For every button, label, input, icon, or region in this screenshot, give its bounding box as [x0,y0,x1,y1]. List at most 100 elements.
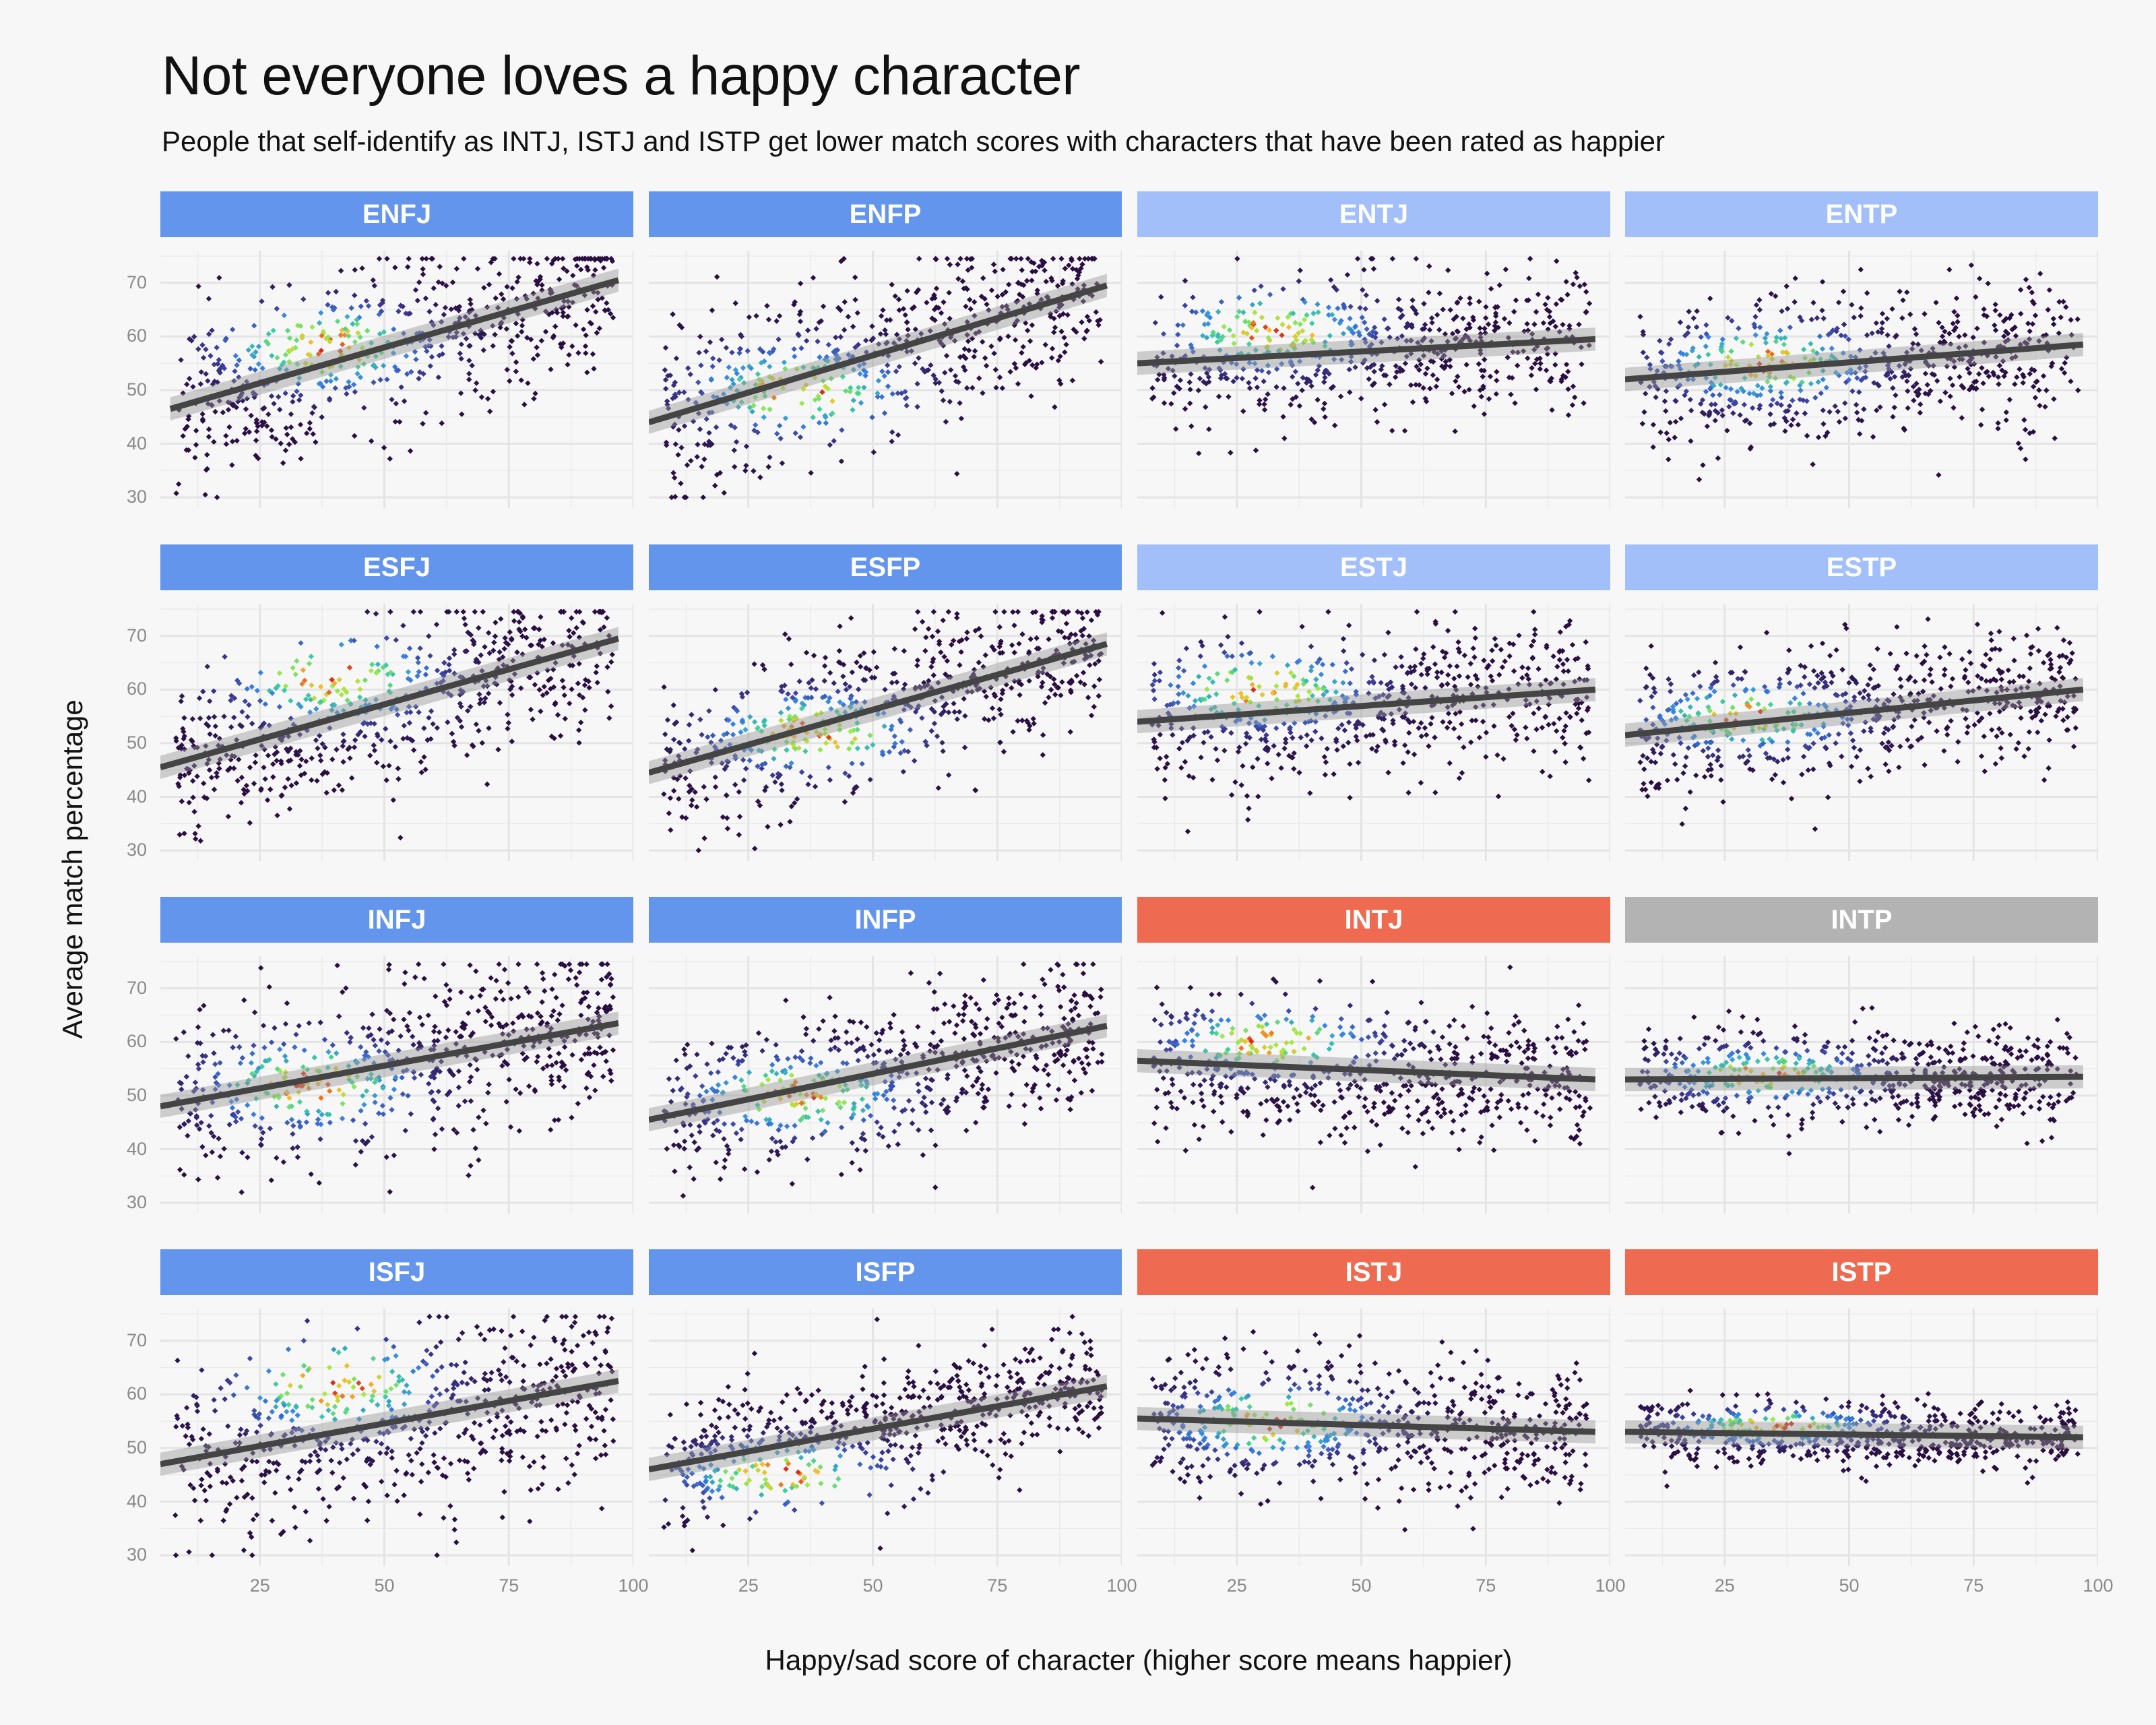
scatter-point [511,618,517,624]
scatter-point [192,454,198,461]
scatter-point [1858,305,1864,311]
scatter-point [1410,718,1417,725]
scatter-point [999,690,1005,697]
scatter-point [1428,338,1434,344]
scatter-point [1678,708,1684,714]
scatter-point [387,682,393,689]
scatter-point [1693,324,1700,330]
scatter-point [1862,374,1869,381]
scatter-point [1579,361,1585,367]
scatter-point [1992,327,1999,334]
scatter-point [1696,354,1702,360]
scatter-point [2034,699,2040,705]
scatter-point [1532,360,1538,367]
scatter-point [464,752,470,758]
scatter-point [823,740,829,746]
scatter-point [1088,617,1095,623]
scatter-point [535,295,541,301]
scatter-point [319,333,325,339]
scatter-point [1900,297,1906,303]
scatter-point [308,654,315,660]
scatter-point [1940,340,1946,346]
scatter-point [813,686,819,692]
scatter-point [754,725,761,732]
scatter-point [1029,322,1036,328]
scatter-point [1553,301,1560,307]
scatter-point [607,311,614,317]
scatter-point [1524,672,1530,679]
scatter-point [1583,694,1590,701]
scatter-point [1806,700,1813,707]
scatter-point [930,608,937,615]
scatter-point [1290,734,1296,741]
scatter-point [1957,356,1963,363]
scatter-point [1564,292,1571,298]
scatter-point [1513,297,1519,303]
scatter-point [265,411,272,418]
scatter-point [216,275,222,281]
scatter-point [2024,340,2030,347]
scatter-point [275,683,281,689]
scatter-point [1690,315,1697,321]
scatter-point [1044,671,1050,677]
scatter-point [1672,418,1679,425]
scatter-point [1488,286,1494,292]
scatter-point [1727,710,1734,717]
scatter-point [1936,319,1942,326]
scatter-point [1067,728,1073,735]
scatter-point [1583,288,1589,295]
scatter-point [573,625,579,631]
scatter-point [2051,396,2057,402]
scatter-point [185,416,191,422]
scatter-point [525,380,531,386]
scatter-point [1974,325,1980,332]
scatter-point [662,367,668,373]
scatter-point [1172,373,1178,379]
scatter-point [457,718,464,724]
scatter-point [216,356,222,363]
scatter-point [859,761,865,767]
scatter-point [1781,415,1787,421]
scatter-point [1213,691,1219,697]
scatter-point [298,392,304,398]
scatter-point [965,267,971,274]
scatter-point [1381,712,1387,718]
scatter-point [1418,660,1424,667]
scatter-point [1405,749,1411,755]
scatter-point [672,441,679,447]
scatter-point [1344,272,1351,278]
scatter-point [552,699,559,706]
scatter-point [1079,633,1085,639]
scatter-point [1869,330,1875,336]
scatter-point [1409,297,1416,303]
scatter-point [569,299,576,305]
scatter-point [1640,349,1647,356]
scatter-point [544,255,550,262]
scatter-point [420,266,426,272]
scatter-point [785,691,791,697]
scatter-point [1515,681,1521,687]
scatter-point [514,649,520,656]
scatter-point [1949,676,1956,682]
scatter-point [1507,320,1513,326]
scatter-point [319,369,325,375]
scatter-point [351,637,357,644]
scatter-point [1087,662,1093,668]
scatter-point [817,406,823,412]
scatter-point [1262,396,1269,402]
scatter-point [879,368,885,375]
scatter-point [514,333,521,339]
scatter-point [1402,710,1409,716]
scatter-point [1974,621,1981,627]
scatter-point [931,720,938,726]
scatter-point [1875,683,1882,689]
scatter-point [1229,653,1236,660]
scatter-point [662,731,668,737]
scatter-point [597,627,604,633]
scatter-point [1221,323,1227,330]
scatter-point [205,296,212,302]
scatter-point [1279,321,1286,327]
scatter-point [1537,360,1544,367]
scatter-point [1835,731,1842,737]
scatter-point [951,709,957,715]
